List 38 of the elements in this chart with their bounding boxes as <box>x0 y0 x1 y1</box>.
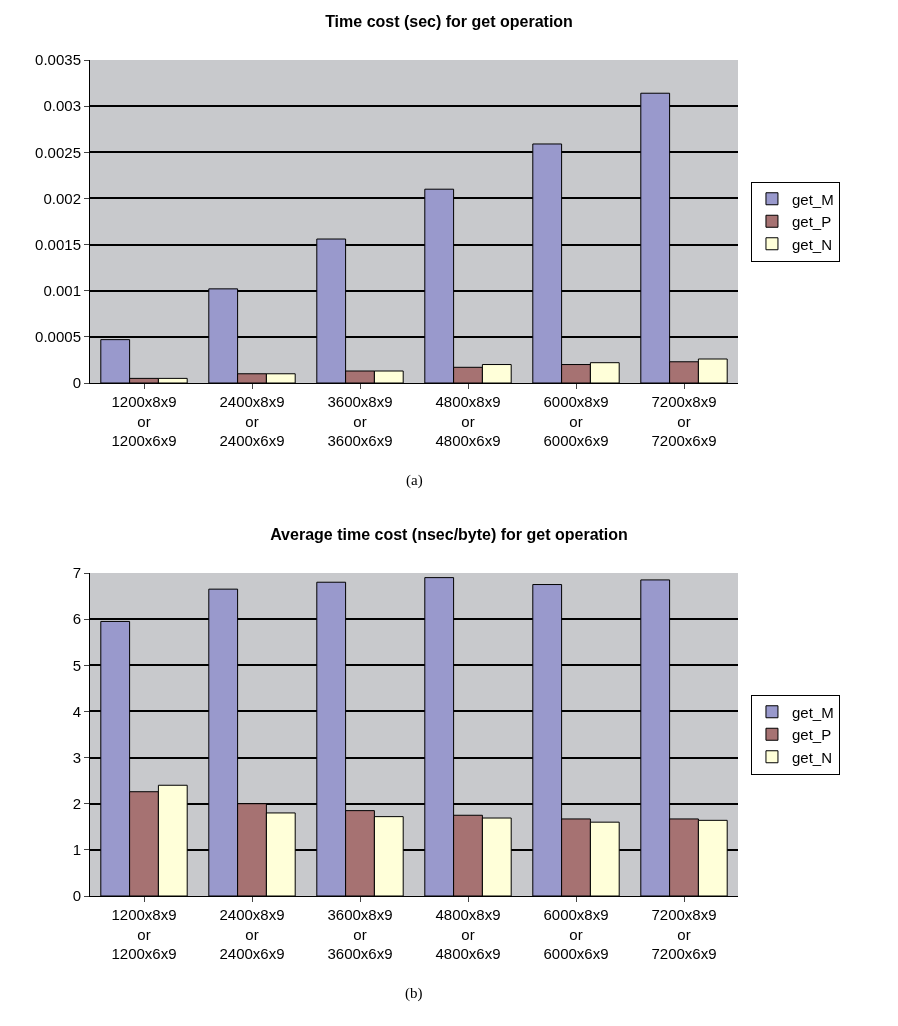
text: (a) <box>406 472 423 489</box>
chart-title: Time cost (sec) for get operation <box>325 12 573 30</box>
x-tick-label: 3600x8x9 or 3600x6x9 <box>327 906 393 962</box>
y-tick-label: 0.0015 <box>35 235 81 253</box>
x-tick-label: 7200x8x9 or 7200x6x9 <box>651 906 717 962</box>
x-tick-label: 4800x8x9 or 4800x6x9 <box>435 906 501 962</box>
y-tick-label: 0.003 <box>43 97 81 115</box>
y-tick-label: 0.002 <box>43 189 81 207</box>
x-tick-label: 7200x8x9 or 7200x6x9 <box>651 393 717 449</box>
y-tick-label: 2 <box>72 794 81 812</box>
legend-label: get_N <box>791 748 832 766</box>
y-tick-label: 7 <box>72 564 81 582</box>
legend-label: get_N <box>791 235 832 253</box>
y-tick-label: 1 <box>72 841 81 859</box>
x-tick-label: 2400x8x9 or 2400x6x9 <box>219 393 285 449</box>
y-tick-label: 0 <box>72 374 81 392</box>
text: (b) <box>405 985 423 1002</box>
y-tick-label: 6 <box>72 610 81 628</box>
chart-title: Average time cost (nsec/byte) for get operation <box>270 525 628 543</box>
x-tick-label: 3600x8x9 or 3600x6x9 <box>327 393 393 449</box>
y-tick-label: 0.0005 <box>35 328 81 346</box>
x-tick-label: 1200x8x9 or 1200x6x9 <box>111 906 177 962</box>
y-tick-label: 5 <box>72 656 81 674</box>
legend-label: get_P <box>791 213 832 231</box>
y-tick-label: 0.0025 <box>35 143 81 161</box>
x-tick-label: 6000x8x9 or 6000x6x9 <box>543 393 609 449</box>
x-tick-label: 2400x8x9 or 2400x6x9 <box>219 906 285 962</box>
x-tick-label: 1200x8x9 or 1200x6x9 <box>111 393 177 449</box>
y-tick-label: 0.001 <box>43 281 81 299</box>
legend-label: get_M <box>791 703 834 721</box>
y-tick-label: 0 <box>72 887 81 905</box>
y-tick-label: 3 <box>72 748 81 766</box>
x-tick-label: 6000x8x9 or 6000x6x9 <box>543 906 609 962</box>
y-tick-label: 0.0035 <box>35 51 81 69</box>
x-tick-label: 4800x8x9 or 4800x6x9 <box>435 393 501 449</box>
y-tick-label: 4 <box>72 702 81 720</box>
legend-label: get_P <box>791 726 832 744</box>
legend-label: get_M <box>791 190 834 208</box>
